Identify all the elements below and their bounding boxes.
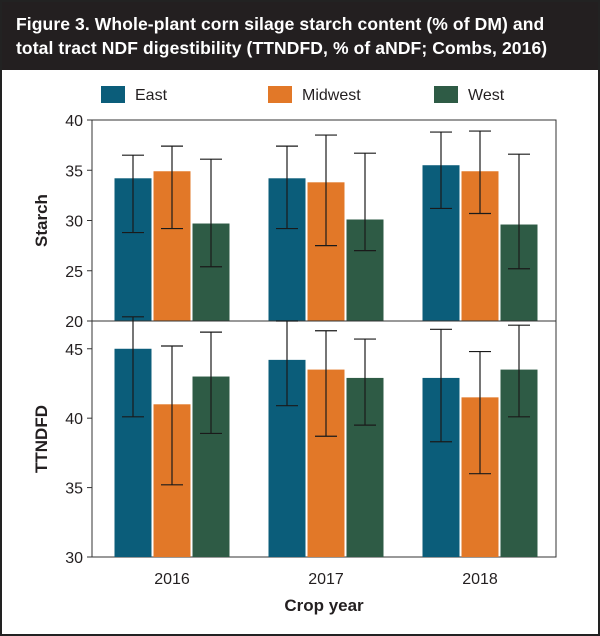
x-tick-label-2018: 2018	[462, 571, 498, 588]
y-axis-label-top: Starch	[32, 194, 51, 247]
x-tick-label-2016: 2016	[154, 571, 190, 588]
y-tick-label-bottom: 35	[65, 481, 83, 498]
y-tick-label-top: 25	[65, 264, 83, 281]
legend-swatch-west	[434, 86, 458, 103]
legend-swatch-east	[101, 86, 125, 103]
y-tick-label-bottom: 45	[65, 342, 83, 359]
figure-title-line-2: total tract NDF digestibility (TTNDFD, %…	[16, 38, 548, 58]
y-tick-label-top: 20	[65, 314, 83, 331]
x-tick-label-2017: 2017	[308, 571, 344, 588]
y-tick-label-top: 40	[65, 113, 83, 130]
y-tick-label-bottom: 40	[65, 411, 83, 428]
y-tick-label-bottom: 30	[65, 550, 83, 567]
figure-title-bar: Figure 3. Whole-plant corn silage starch…	[2, 2, 598, 70]
legend-label-midwest: Midwest	[302, 87, 361, 104]
figure-title-line-1: Figure 3. Whole-plant corn silage starch…	[16, 14, 545, 34]
y-axis-label-bottom: TTNDFD	[32, 405, 51, 473]
x-axis-label: Crop year	[284, 596, 364, 615]
y-tick-label-top: 30	[65, 214, 83, 231]
legend-swatch-midwest	[268, 86, 292, 103]
y-tick-label-top: 35	[65, 163, 83, 180]
legend-label-west: West	[468, 87, 505, 104]
legend-label-east: East	[135, 87, 168, 104]
